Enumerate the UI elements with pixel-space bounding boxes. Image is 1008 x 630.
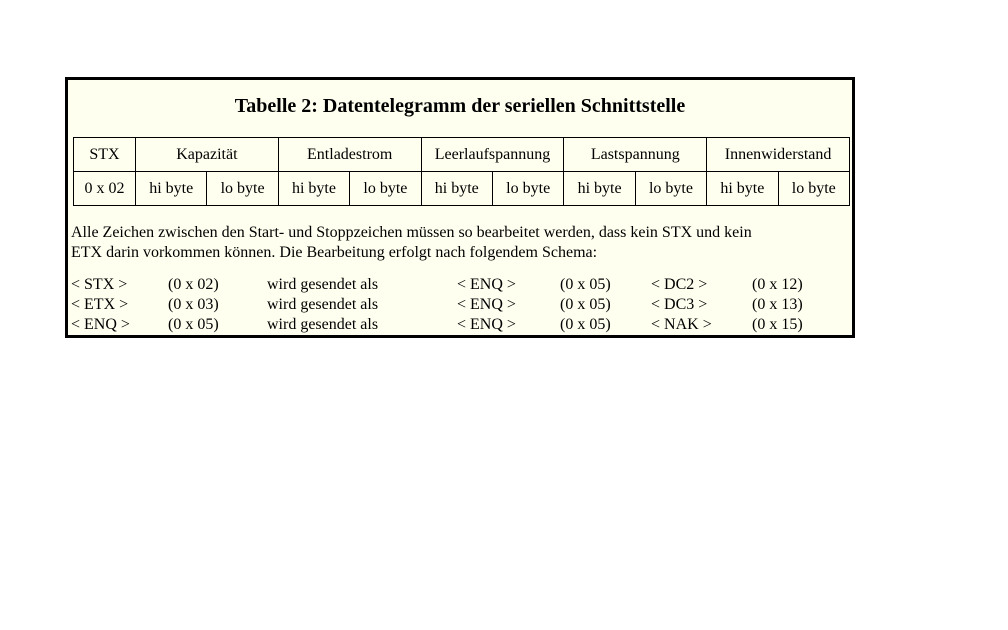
data-cell-byte: lo byte <box>206 171 279 206</box>
telegram-table: STX Kapazität Entladestrom Leerlaufspann… <box>73 137 850 206</box>
schema-target-char-1: < ENQ > <box>457 296 516 313</box>
schema-row-enq: < ENQ > (0 x 05) wird gesendet als < ENQ… <box>71 315 852 335</box>
telegram-panel: Tabelle 2: Datentelegramm der seriellen … <box>65 77 855 338</box>
schema-row-stx: < STX > (0 x 02) wird gesendet als < ENQ… <box>71 275 852 295</box>
data-cell-byte: hi byte <box>420 171 493 206</box>
schema-target-hex-2: (0 x 12) <box>752 276 803 293</box>
schema-target-char-1: < ENQ > <box>457 276 516 293</box>
schema-target-hex-1: (0 x 05) <box>560 316 611 333</box>
data-cell-byte: lo byte <box>777 171 850 206</box>
substitution-schema: < STX > (0 x 02) wird gesendet als < ENQ… <box>71 275 852 335</box>
schema-target-char-1: < ENQ > <box>457 316 516 333</box>
header-cell-entladestrom: Entladestrom <box>277 137 422 172</box>
panel-title: Tabelle 2: Datentelegramm der seriellen … <box>234 95 686 117</box>
data-cell-byte: lo byte <box>491 171 565 206</box>
data-cell-byte: hi byte <box>277 171 351 206</box>
header-cell-innenwiderstand: Innenwiderstand <box>706 137 850 172</box>
schema-source-char: < ENQ > <box>71 316 130 333</box>
schema-sent-as-label: wird gesendet als <box>267 296 379 313</box>
data-cell-byte: lo byte <box>634 171 708 206</box>
data-cell-byte: hi byte <box>706 171 779 206</box>
table-header-row: STX Kapazität Entladestrom Leerlaufspann… <box>73 137 850 172</box>
schema-source-hex: (0 x 02) <box>168 276 219 293</box>
schema-target-hex-1: (0 x 05) <box>560 296 611 313</box>
header-cell-kapazitaet: Kapazität <box>135 137 279 172</box>
schema-source-char: < ETX > <box>71 296 129 313</box>
schema-row-etx: < ETX > (0 x 03) wird gesendet als < ENQ… <box>71 295 852 315</box>
note-line-1: Alle Zeichen zwischen den Start- und Sto… <box>71 224 752 241</box>
note-paragraph: Alle Zeichen zwischen den Start- und Sto… <box>71 223 850 263</box>
schema-sent-as-label: wird gesendet als <box>267 316 379 333</box>
schema-target-hex-1: (0 x 05) <box>560 276 611 293</box>
note-line-2: ETX darin vorkommen können. Die Bearbeit… <box>71 244 598 261</box>
data-cell-byte: lo byte <box>349 171 422 206</box>
schema-sent-as-label: wird gesendet als <box>267 276 379 293</box>
schema-target-hex-2: (0 x 15) <box>752 316 803 333</box>
schema-target-char-2: < DC2 > <box>651 276 708 293</box>
data-cell-byte: hi byte <box>563 171 636 206</box>
schema-source-hex: (0 x 03) <box>168 296 219 313</box>
data-cell-stx-value: 0 x 02 <box>73 171 136 206</box>
schema-target-char-2: < DC3 > <box>651 296 708 313</box>
schema-source-hex: (0 x 05) <box>168 316 219 333</box>
header-cell-leerlaufspannung: Leerlaufspannung <box>420 137 565 172</box>
table-data-row: 0 x 02 hi byte lo byte hi byte lo byte h… <box>73 171 850 206</box>
schema-source-char: < STX > <box>71 276 128 293</box>
schema-target-hex-2: (0 x 13) <box>752 296 803 313</box>
data-cell-byte: hi byte <box>134 171 208 206</box>
header-cell-stx: STX <box>73 137 136 172</box>
schema-target-char-2: < NAK > <box>651 316 712 333</box>
header-cell-lastspannung: Lastspannung <box>563 137 708 172</box>
